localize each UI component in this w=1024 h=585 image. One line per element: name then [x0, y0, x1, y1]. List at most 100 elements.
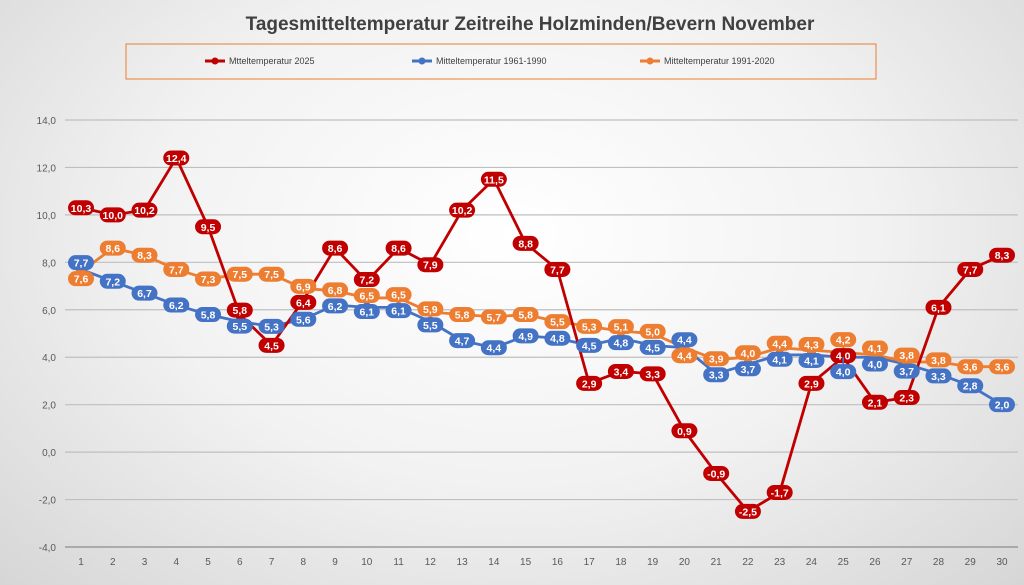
data-point: 2,3 — [893, 390, 920, 406]
data-label: 3,3 — [931, 371, 946, 383]
data-point: 3,7 — [734, 361, 761, 377]
label-background — [639, 366, 666, 382]
data-label: 6,8 — [328, 285, 343, 297]
data-point: 3,4 — [607, 363, 634, 379]
data-label: 5,3 — [582, 321, 597, 333]
data-point: 12,4 — [163, 150, 190, 166]
x-tick-label: 22 — [742, 557, 754, 568]
data-point: 5,6 — [290, 311, 317, 327]
label-background — [925, 299, 952, 315]
data-label: 7,7 — [963, 264, 978, 276]
data-label: 3,6 — [963, 362, 978, 374]
label-background — [957, 359, 984, 375]
label-background — [417, 317, 444, 333]
label-background — [68, 255, 94, 271]
data-label: 10,3 — [71, 203, 92, 215]
data-label: 11,5 — [484, 174, 504, 186]
label-background — [544, 314, 571, 330]
data-point: 4,8 — [607, 335, 634, 351]
data-point: 8,6 — [99, 240, 126, 256]
label-background — [544, 330, 571, 346]
x-tick-label: 30 — [996, 557, 1008, 568]
legend-entry: Mitteltemperatur 1991-2020 — [664, 56, 775, 66]
data-label: 4,4 — [677, 335, 692, 347]
data-point: 5,5 — [226, 318, 253, 334]
label-background — [385, 240, 412, 256]
label-background — [290, 278, 317, 294]
label-background — [417, 301, 444, 317]
data-label: 7,9 — [423, 260, 438, 272]
data-label: 4,2 — [836, 335, 851, 347]
x-tick-label: 16 — [552, 557, 564, 568]
data-label: 6,1 — [391, 306, 406, 318]
legend-entry: Mitteltemperatur 1961-1990 — [436, 56, 547, 66]
data-label: 8,6 — [328, 243, 343, 255]
data-point: -0,9 — [703, 465, 730, 481]
data-label: 4,0 — [836, 367, 851, 379]
x-tick-label: 29 — [965, 557, 977, 568]
label-background — [576, 318, 603, 334]
data-label: 4,7 — [455, 336, 470, 348]
label-background — [734, 503, 761, 519]
data-point: 4,2 — [830, 332, 857, 353]
data-point: 6,2 — [163, 297, 190, 313]
data-label: 5,8 — [455, 310, 470, 322]
data-point: 5,8 — [449, 307, 476, 323]
data-label: 3,3 — [645, 369, 660, 381]
data-point: 10,0 — [99, 207, 126, 223]
data-label: 4,0 — [868, 359, 883, 371]
x-tick-label: 7 — [269, 557, 275, 568]
label-background — [449, 333, 476, 349]
data-point: 5,8 — [512, 307, 539, 323]
data-point: 5,9 — [417, 301, 444, 317]
data-point: 4,5 — [576, 337, 603, 353]
label-background — [322, 240, 349, 256]
x-tick-label: 13 — [457, 557, 469, 568]
data-label: 5,1 — [614, 322, 629, 334]
data-point: 6,8 — [322, 282, 349, 298]
x-tick-label: 17 — [584, 557, 596, 568]
y-tick-label: 12,0 — [37, 163, 57, 174]
data-label: 9,5 — [201, 222, 216, 234]
y-tick-label: 4,0 — [42, 353, 56, 364]
data-label: 8,6 — [391, 243, 406, 255]
x-tick-label: 14 — [488, 557, 500, 568]
data-label: 4,1 — [804, 355, 819, 367]
data-point: 8,3 — [131, 247, 158, 263]
x-tick-label: 1 — [78, 557, 84, 568]
data-point: 4,8 — [544, 330, 571, 346]
label-background — [734, 345, 761, 361]
legend-marker — [211, 57, 219, 65]
data-point: 5,3 — [576, 318, 603, 334]
label-background — [703, 465, 730, 481]
data-point: 9,5 — [195, 219, 222, 235]
data-label: 2,8 — [963, 381, 978, 393]
data-label: 2,9 — [582, 378, 597, 390]
data-label: 6,2 — [328, 301, 343, 313]
data-point: 6,1 — [925, 299, 952, 315]
label-background — [480, 309, 507, 325]
label-background — [385, 287, 412, 303]
data-label: 5,8 — [232, 305, 247, 317]
legend-box — [125, 43, 877, 80]
label-background — [163, 297, 190, 313]
label-background — [449, 202, 476, 218]
data-point: 7,7 — [163, 261, 190, 277]
x-tick-label: 4 — [173, 557, 179, 568]
data-point: 4,1 — [766, 351, 793, 367]
label-background — [766, 484, 793, 500]
label-background — [861, 394, 888, 410]
label-background — [607, 335, 634, 351]
data-point: 8,6 — [385, 240, 412, 256]
data-point: 5,5 — [417, 317, 444, 333]
data-label: 4,8 — [550, 333, 565, 345]
x-tick-label: 11 — [393, 557, 404, 568]
data-label: 7,5 — [264, 269, 279, 281]
label-background — [99, 273, 126, 289]
label-background — [766, 335, 793, 351]
x-tick-label: 19 — [647, 557, 659, 568]
data-label: -0,9 — [707, 468, 725, 480]
label-background — [290, 311, 317, 327]
data-label: 6,5 — [360, 291, 375, 303]
label-background — [861, 356, 888, 372]
